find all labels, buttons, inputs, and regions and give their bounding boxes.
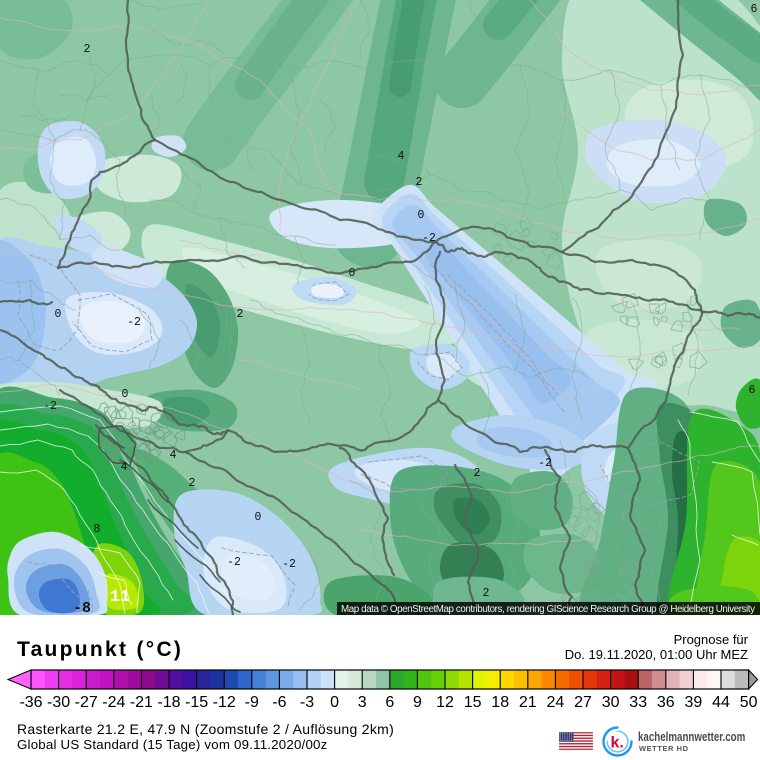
svg-text:2: 2 (237, 308, 244, 321)
svg-text:-24: -24 (102, 694, 125, 711)
svg-text:-36: -36 (19, 694, 42, 711)
svg-text:0: 0 (255, 511, 262, 524)
svg-text:24: 24 (547, 694, 565, 711)
svg-text:2: 2 (483, 587, 490, 600)
svg-text:6: 6 (749, 384, 756, 397)
svg-text:-2: -2 (227, 556, 241, 569)
svg-text:-6: -6 (272, 694, 286, 711)
svg-text:0: 0 (349, 267, 356, 280)
svg-text:-2: -2 (422, 232, 436, 245)
svg-text:-8: -8 (73, 600, 91, 615)
svg-text:9: 9 (413, 694, 422, 711)
svg-text:11: 11 (110, 588, 130, 607)
svg-text:-18: -18 (157, 694, 180, 711)
svg-text:-27: -27 (75, 694, 98, 711)
svg-text:30: 30 (602, 694, 620, 711)
svg-text:-30: -30 (47, 694, 70, 711)
svg-text:2: 2 (474, 467, 481, 480)
svg-text:33: 33 (629, 694, 647, 711)
svg-text:0: 0 (55, 308, 62, 321)
svg-text:2: 2 (189, 477, 196, 490)
svg-text:-21: -21 (130, 694, 153, 711)
svg-text:-2: -2 (127, 316, 141, 329)
svg-text:6: 6 (751, 3, 758, 16)
svg-text:4: 4 (170, 449, 177, 462)
svg-text:39: 39 (685, 694, 703, 711)
svg-text:3: 3 (358, 694, 367, 711)
svg-text:27: 27 (574, 694, 592, 711)
svg-text:-15: -15 (185, 694, 208, 711)
svg-text:0: 0 (418, 209, 425, 222)
svg-text:-12: -12 (213, 694, 236, 711)
svg-text:6: 6 (385, 694, 394, 711)
svg-text:0: 0 (330, 694, 339, 711)
svg-text:4: 4 (121, 461, 128, 474)
svg-text:k.: k. (611, 735, 624, 752)
svg-text:Map data © OpenStreetMap contr: Map data © OpenStreetMap contributors, r… (341, 604, 755, 615)
svg-text:36: 36 (657, 694, 675, 711)
svg-text:-2: -2 (538, 457, 552, 470)
svg-text:4: 4 (398, 150, 405, 163)
svg-text:0: 0 (122, 388, 129, 401)
svg-text:2: 2 (84, 43, 91, 56)
svg-text:-9: -9 (245, 694, 259, 711)
svg-text:18: 18 (491, 694, 509, 711)
svg-text:21: 21 (519, 694, 537, 711)
svg-text:2: 2 (416, 176, 423, 189)
svg-text:15: 15 (464, 694, 482, 711)
svg-text:-2: -2 (43, 400, 57, 413)
svg-text:-3: -3 (300, 694, 314, 711)
svg-text:44: 44 (712, 694, 730, 711)
svg-text:-2: -2 (282, 558, 296, 571)
svg-text:12: 12 (436, 694, 454, 711)
svg-text:8: 8 (94, 523, 101, 536)
svg-text:50: 50 (740, 694, 758, 711)
